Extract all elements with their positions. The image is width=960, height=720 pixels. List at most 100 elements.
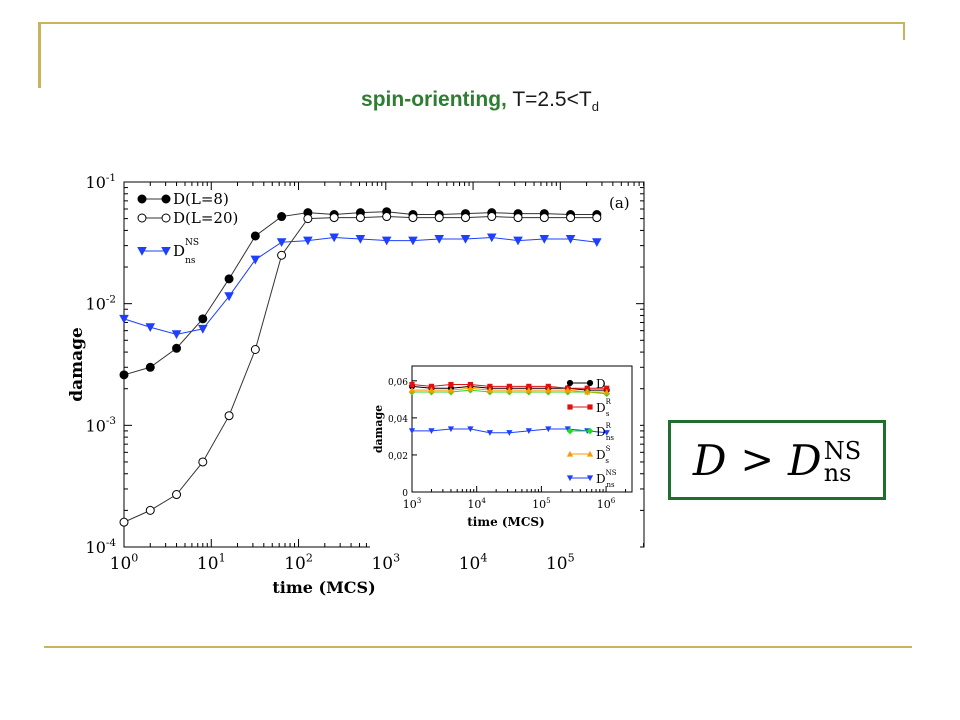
y-tick-label: 10-2 (86, 293, 116, 313)
inset-data-point (486, 430, 494, 436)
inset-legend-marker (587, 404, 593, 410)
legend-label: D(L=20) (173, 209, 238, 227)
data-point (145, 362, 155, 372)
x-tick-label: 101 (197, 551, 226, 574)
inset-legend-label: D (596, 377, 606, 391)
inset-series-5 (408, 426, 610, 436)
y-axis-label: damage (67, 327, 87, 402)
data-point (355, 235, 366, 244)
data-point (250, 255, 261, 265)
slide-title-subscript: d (591, 99, 599, 115)
inset-legend-marker (567, 404, 573, 410)
inset-data-point (604, 385, 610, 391)
inset-data-point (584, 385, 590, 391)
inset-data-point (545, 386, 552, 393)
series-3 (119, 233, 602, 340)
data-point (250, 231, 260, 241)
data-point (224, 292, 234, 302)
data-point (119, 517, 129, 527)
inset-legend-label: DS s (596, 445, 611, 465)
data-point (408, 213, 418, 223)
data-point (539, 235, 550, 244)
x-tick-label: 103 (371, 551, 400, 574)
inset-data-point (525, 386, 532, 393)
inset-data-point (408, 428, 416, 434)
data-point (460, 235, 471, 244)
data-point (303, 214, 313, 224)
data-point (276, 238, 287, 248)
formula-subscript: ns (823, 459, 852, 487)
inset-legend-marker (586, 450, 594, 457)
data-point (434, 235, 445, 244)
inset-legend-marker (566, 427, 574, 435)
x-axis-label: time (MCS) (272, 578, 375, 597)
data-point (539, 213, 549, 223)
inset-y-tick-label: 0,04 (388, 415, 408, 425)
main-plot: 100 101 102 103 104 105 10-4 10-3 10-2 10-1 time (… (67, 172, 645, 597)
inset-data-point (408, 386, 416, 393)
y-tick-label: 10-3 (86, 415, 116, 435)
data-point (486, 233, 497, 243)
data-point (381, 236, 392, 246)
data-point (277, 212, 287, 222)
panel-label: (a) (609, 194, 630, 212)
inset-data-point (409, 381, 415, 388)
legend-marker (137, 194, 147, 204)
slide-title: spin-orienting, T=2.5<Td (0, 88, 960, 114)
inset-data-point (447, 426, 455, 433)
inset-data-point (487, 383, 493, 389)
inset-series-4 (408, 385, 610, 395)
inset-data-point (545, 426, 552, 433)
inset-data-point (506, 383, 512, 389)
data-point (460, 213, 470, 223)
inset-data-point (564, 386, 571, 393)
inset-data-point (467, 426, 474, 433)
inset-legend-label: DR ns (596, 422, 614, 442)
inset-x-tick-label: 104 (467, 496, 486, 511)
bottom-horizontal-rule (44, 646, 912, 648)
data-point (592, 213, 602, 223)
inset-data-point (467, 381, 474, 388)
inset-data-point (545, 383, 551, 389)
data-point (119, 314, 129, 324)
data-point (119, 370, 129, 380)
slide-title-keyword: spin-orienting, (361, 88, 507, 111)
top-right-vertical-rule (903, 22, 905, 40)
inset-y-tick-label: 0,02 (388, 452, 408, 462)
inset-data-point (448, 381, 454, 388)
inset-legend-marker (586, 475, 594, 482)
legend-marker (161, 213, 171, 223)
inset-data-point (467, 385, 474, 391)
damage-vs-time-chart: 100 101 102 103 104 105 10-4 10-3 10-2 10-1 time (… (67, 172, 645, 597)
inset-legend-marker (566, 379, 574, 387)
data-point (171, 330, 182, 340)
data-point (198, 457, 208, 467)
inset-x-tick-label: 105 (532, 496, 551, 511)
data-point (329, 233, 339, 243)
inset-legend-marker (566, 450, 574, 457)
x-tick-label: 104 (459, 551, 488, 574)
y-tick-label: 10-1 (86, 172, 116, 192)
legend-marker (161, 247, 171, 256)
inset-y-axis-label: damage (372, 405, 385, 453)
data-point (565, 235, 576, 244)
inset-legend-label: DR s (596, 398, 612, 418)
data-point (224, 274, 234, 284)
inset-legend-marker (566, 475, 574, 482)
inset-data-point (428, 428, 435, 434)
inequality-formula-box: D > D NS ns (668, 420, 886, 500)
inset-x-axis-label: time (MCS) (467, 515, 544, 529)
inset-data-point (486, 386, 494, 393)
data-point (487, 212, 497, 222)
data-point (513, 236, 523, 246)
inset-x-tick-label: 103 (403, 496, 422, 511)
inset-y-tick-label: 0 (402, 489, 408, 499)
data-point (198, 324, 208, 334)
inset-data-point (603, 388, 610, 395)
data-point (145, 505, 155, 515)
series-2 (119, 212, 602, 527)
data-point (434, 213, 444, 223)
data-point (329, 213, 339, 223)
inset-data-point (428, 386, 435, 393)
data-point (592, 238, 602, 248)
